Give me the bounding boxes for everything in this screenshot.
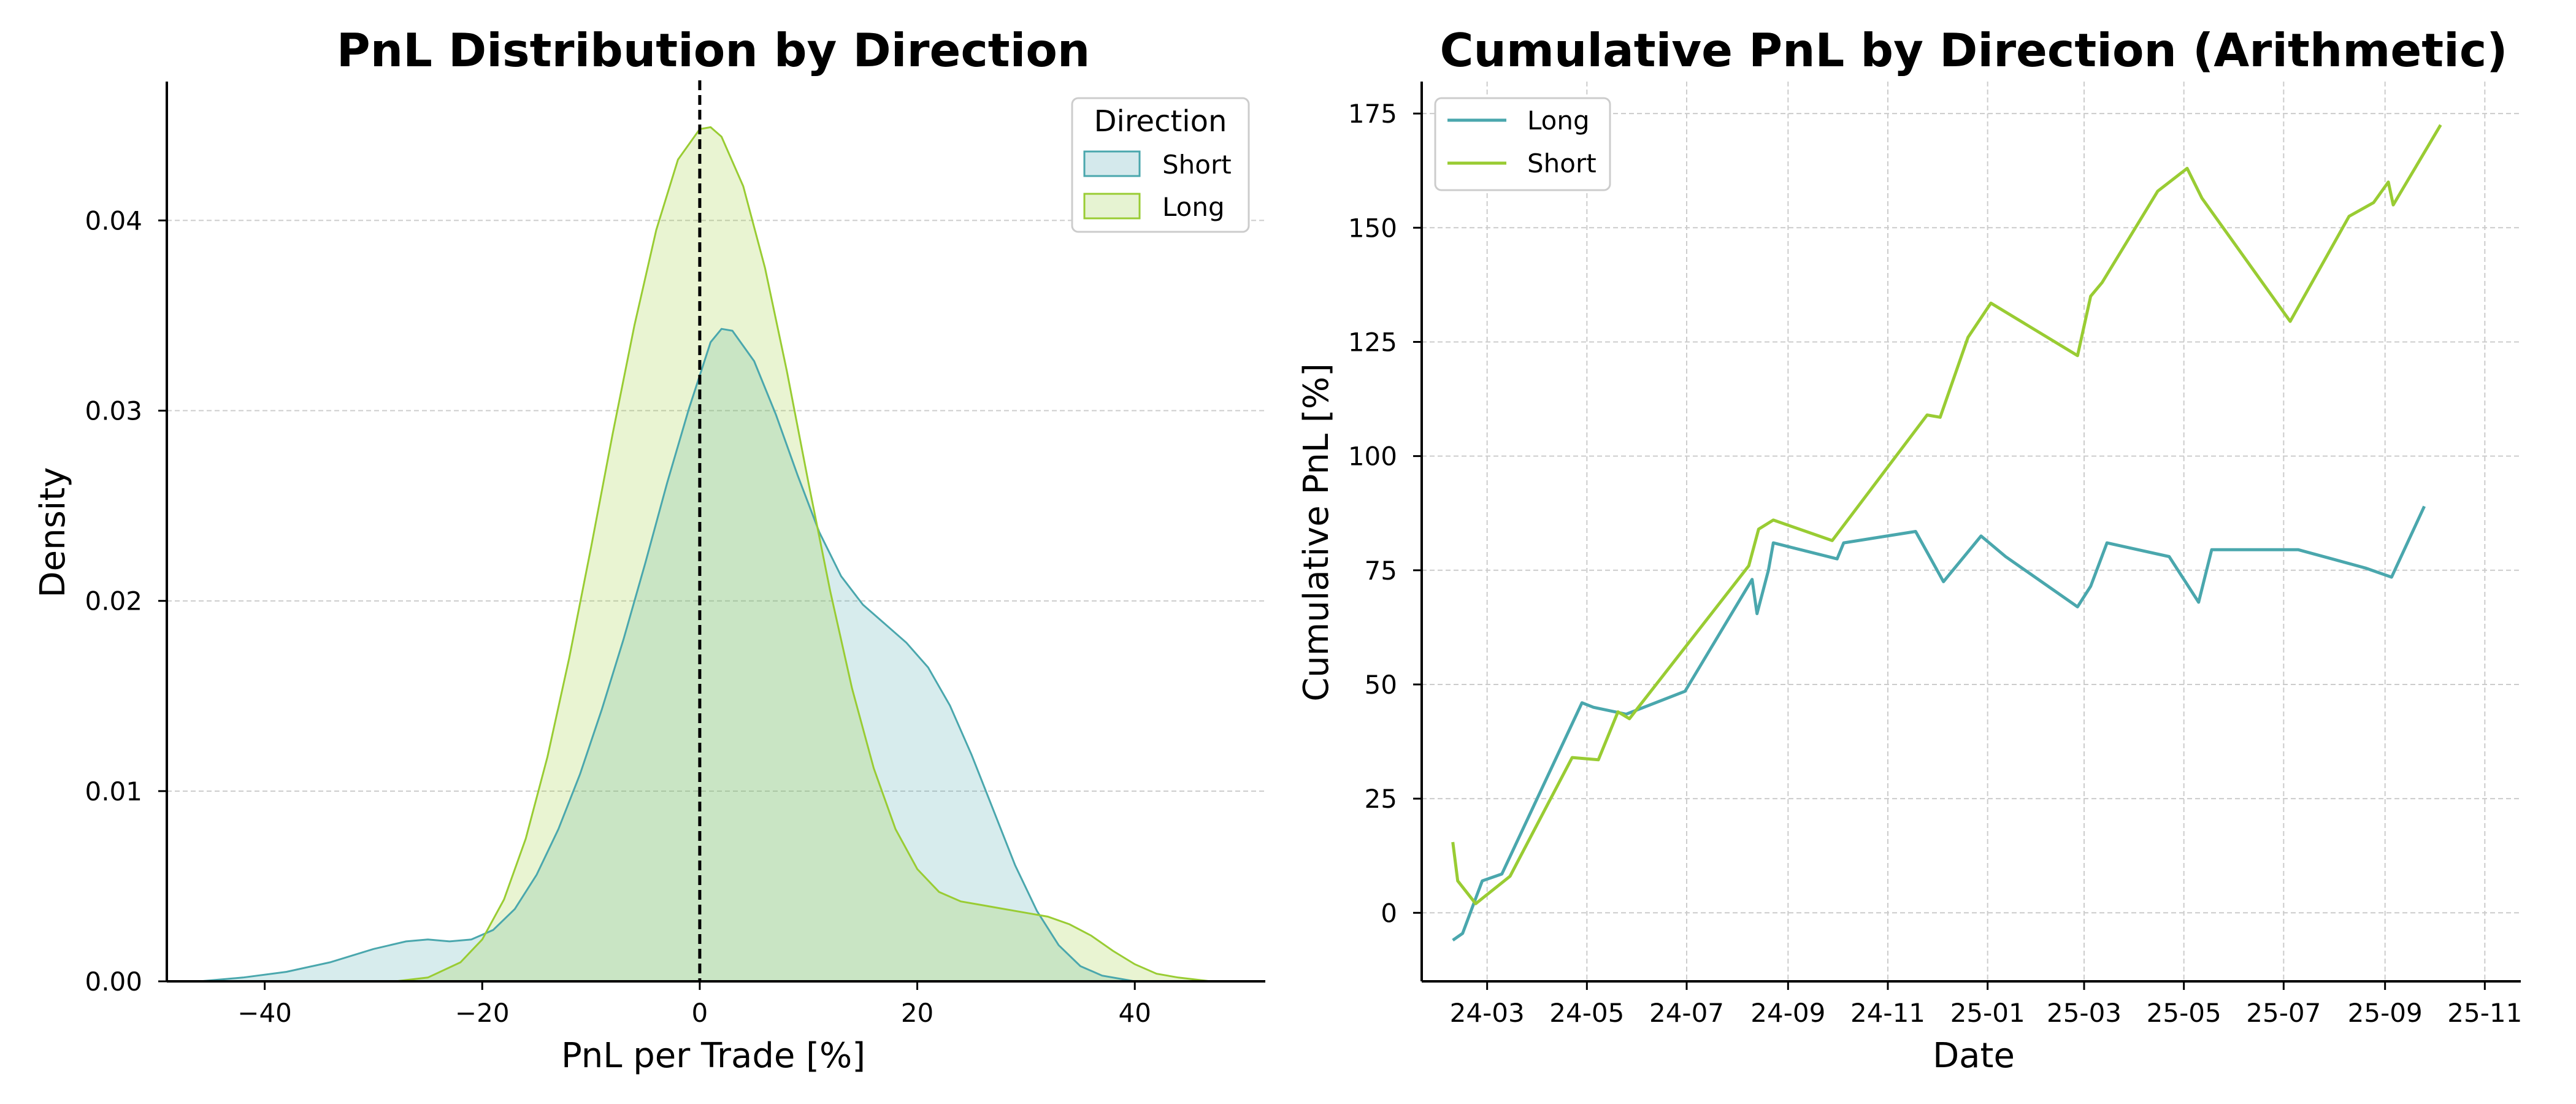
- y-axis-ticks: 0 25 50 75 100 125 150 175: [1348, 99, 1422, 928]
- y-tick-label: 25: [1365, 784, 1397, 814]
- x-tick-label: 25-07: [2246, 998, 2321, 1028]
- density-line-short: [199, 328, 1135, 983]
- chart-title: PnL Distribution by Direction: [337, 23, 1091, 77]
- x-tick-label: 40: [1118, 998, 1151, 1028]
- cumulative-pnl-chart: 24-03 24-05 24-07 24-09 24-11 25-01 25-03 25-05…: [1297, 23, 2522, 1076]
- x-tick-label: 24-07: [1649, 998, 1724, 1028]
- legend-label-long: Long: [1527, 105, 1590, 136]
- legend-label-short: Short: [1162, 150, 1232, 180]
- x-tick-label: 0: [692, 998, 708, 1028]
- pnl-distribution-chart: −40 −20 0 20 40 0.00 0.01 0.02 0.03 0.04 PnL Dis…: [33, 23, 1265, 1076]
- y-tick-label: 0: [1381, 898, 1397, 928]
- y-axis-label: Density: [33, 467, 73, 598]
- y-tick-label: 0.03: [85, 396, 142, 426]
- y-tick-label: 0.02: [85, 586, 142, 616]
- density-line-long: [395, 126, 1211, 983]
- y-tick-label: 75: [1365, 556, 1397, 586]
- grid-lines: [1422, 82, 2521, 981]
- x-axis-ticks: 24-03 24-05 24-07 24-09 24-11 25-01 25-03 25-05…: [1450, 981, 2522, 1028]
- y-tick-label: 175: [1348, 99, 1397, 129]
- x-tick-label: 25-03: [2047, 998, 2122, 1028]
- y-tick-label: 150: [1348, 213, 1397, 243]
- x-tick-label: −20: [455, 998, 510, 1028]
- legend-swatch-long: [1083, 193, 1141, 220]
- legend-title: Direction: [1094, 104, 1227, 139]
- axes: [1420, 82, 2521, 983]
- chart-title: Cumulative PnL by Direction (Arithmetic): [1439, 23, 2507, 77]
- x-axis-label: Date: [1933, 1036, 2015, 1076]
- y-tick-label: 125: [1348, 327, 1397, 357]
- x-tick-label: −40: [237, 998, 292, 1028]
- y-tick-label: 0.01: [85, 776, 142, 807]
- x-tick-label: 25-11: [2447, 998, 2522, 1028]
- y-axis-label: Cumulative PnL [%]: [1297, 363, 1336, 702]
- x-tick-label: 24-03: [1450, 998, 1525, 1028]
- legend: Direction Short Long: [1071, 97, 1250, 233]
- cumulative-line-long: [1452, 505, 2426, 942]
- cumulative-lines: [1451, 124, 2442, 942]
- density-lines: [199, 126, 1211, 983]
- density-area-long: [395, 127, 1211, 981]
- y-axis-ticks: 0.00 0.01 0.02 0.03 0.04: [85, 205, 167, 997]
- x-tick-label: 25-01: [1950, 998, 2025, 1028]
- x-tick-label: 25-05: [2147, 998, 2221, 1028]
- axes: [166, 82, 1265, 983]
- legend-label-short: Short: [1527, 148, 1597, 178]
- x-tick-label: 20: [901, 998, 933, 1028]
- x-tick-label: 24-05: [1549, 998, 1624, 1028]
- legend: Long Short: [1434, 97, 1611, 191]
- x-axis-ticks: −40 −20 0 20 40: [237, 981, 1151, 1028]
- y-tick-label: 0.00: [85, 967, 142, 997]
- x-tick-label: 25-09: [2348, 998, 2423, 1028]
- x-tick-label: 24-09: [1750, 998, 1825, 1028]
- cumulative-line-short: [1451, 124, 2442, 905]
- density-area-short: [199, 329, 1135, 982]
- x-axis-label: PnL per Trade [%]: [561, 1036, 865, 1076]
- y-tick-label: 0.04: [85, 205, 142, 236]
- density-areas: [199, 127, 1211, 982]
- legend-label-long: Long: [1162, 192, 1225, 222]
- y-tick-label: 100: [1348, 442, 1397, 472]
- legend-swatch-short: [1083, 150, 1141, 177]
- y-tick-label: 50: [1365, 670, 1397, 700]
- x-tick-label: 24-11: [1850, 998, 1925, 1028]
